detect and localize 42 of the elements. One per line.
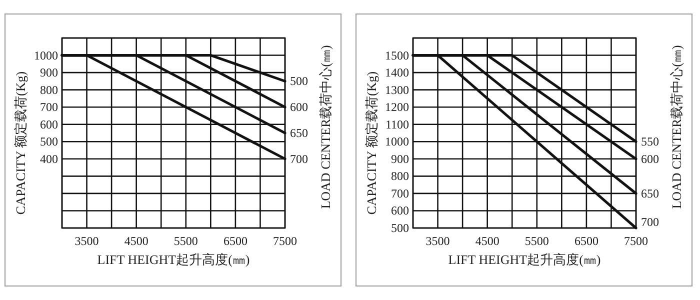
y-tick-label: 1400	[385, 66, 409, 80]
x-tick-label: 5500	[174, 234, 198, 248]
y-tick-label: 1000	[34, 48, 58, 62]
y-tick-label: 1200	[385, 100, 409, 114]
x-tick-label: 5500	[524, 234, 549, 248]
y2-axis-title: LOAD CENTER载荷中心(㎜)	[318, 45, 333, 209]
series-label: 700	[641, 215, 659, 229]
y-tick-label: 1000	[385, 134, 409, 149]
series-label: 600	[290, 100, 308, 114]
y-tick-label: 1500	[385, 48, 409, 62]
x-tick-label: 3500	[74, 234, 99, 248]
y-tick-label: 400	[40, 152, 58, 166]
y-tick-label: 600	[40, 117, 58, 132]
series-label: 550	[641, 134, 659, 149]
series-label: 600	[641, 152, 659, 166]
y-tick-label: 1300	[385, 82, 409, 97]
x-tick-label: 7500	[624, 234, 648, 248]
series-label: 650	[641, 186, 659, 200]
x-tick-label: 6500	[223, 234, 248, 248]
y-axis-title: CAPACITY 额定载荷(Kg)	[13, 71, 28, 215]
y-tick-label: 900	[40, 66, 58, 80]
y-tick-label: 1100	[385, 117, 409, 132]
y-tick-label: 800	[40, 82, 58, 97]
x-axis-title: LIFT HEIGHT起升高度(㎜)	[97, 252, 250, 267]
x-tick-label: 4500	[475, 234, 500, 248]
series-label: 500	[290, 74, 308, 88]
y2-axis-title: LOAD CENTER载荷中心(㎜)	[669, 45, 684, 209]
x-tick-label: 6500	[574, 234, 598, 248]
y-tick-label: 700	[391, 186, 409, 200]
y-tick-label: 500	[40, 134, 58, 149]
x-axis-title: LIFT HEIGHT起升高度(㎜)	[448, 252, 601, 267]
x-tick-label: 7500	[273, 234, 297, 248]
y-tick-label: 700	[40, 100, 58, 114]
y-tick-label: 800	[391, 169, 409, 184]
series-label: 700	[290, 152, 308, 166]
x-tick-label: 4500	[124, 234, 148, 248]
y-axis-title: CAPACITY 额定载荷(Kg)	[364, 71, 379, 215]
x-tick-label: 3500	[426, 234, 450, 248]
y-tick-label: 900	[391, 152, 409, 166]
series-label: 650	[290, 126, 308, 140]
y-tick-label: 600	[391, 204, 409, 218]
y-tick-label: 500	[391, 221, 409, 235]
